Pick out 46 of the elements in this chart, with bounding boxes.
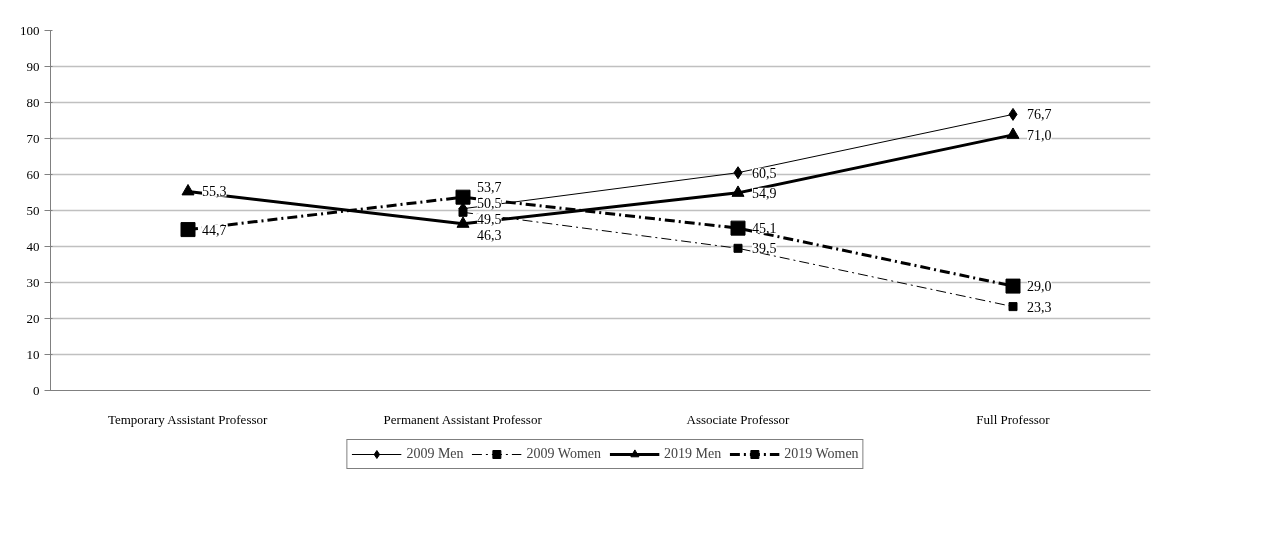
point — [456, 216, 470, 228]
x-tick-label: Permanent Assistant Professor — [383, 411, 543, 427]
data-label: 46,3 — [477, 227, 502, 243]
data-label: 45,1 — [752, 221, 777, 237]
point — [733, 166, 743, 180]
data-label: 44,7 — [202, 222, 227, 238]
y-tick-label: 60 — [26, 166, 40, 182]
data-label: 39,5 — [752, 241, 777, 257]
data-label: 71,0 — [1027, 127, 1052, 143]
point — [1008, 302, 1018, 312]
point — [458, 207, 468, 217]
y-tick-label: 30 — [26, 274, 40, 290]
data-label: 54,9 — [752, 185, 777, 201]
point — [733, 243, 743, 253]
point — [1005, 278, 1021, 294]
y-tick-label: 0 — [33, 382, 40, 398]
data-label: 49,5 — [477, 211, 502, 227]
y-tick-label: 80 — [26, 94, 40, 110]
x-tick-label: Temporary Assistant Professor — [107, 411, 269, 427]
data-label: 60,5 — [752, 165, 777, 181]
legend-label: 2019 Men — [664, 446, 722, 462]
x-tick-label: Full Professor — [976, 411, 1051, 427]
legend-label: 2009 Women — [526, 446, 601, 462]
legend-label: 2009 Men — [406, 446, 464, 462]
y-tick-label: 100 — [20, 22, 40, 38]
point — [455, 189, 471, 205]
point — [180, 222, 196, 238]
y-tick-label: 90 — [26, 58, 40, 74]
x-tick-label: Associate Professor — [686, 411, 791, 427]
y-tick-label: 40 — [26, 238, 40, 254]
point — [181, 183, 195, 196]
data-label: 55,3 — [202, 184, 227, 200]
point — [731, 185, 745, 197]
point — [1008, 107, 1018, 121]
data-label: 23,3 — [1027, 299, 1052, 315]
data-label: 53,7 — [477, 179, 502, 195]
y-tick-label: 50 — [26, 202, 40, 218]
y-tick-label: 10 — [26, 346, 40, 362]
point — [1006, 127, 1020, 139]
y-tick-label: 20 — [26, 310, 40, 326]
data-label: 29,0 — [1027, 279, 1052, 295]
legend-label: 2019 Women — [784, 446, 859, 462]
data-label: 50,5 — [477, 195, 502, 211]
data-label: 76,7 — [1027, 107, 1052, 123]
y-tick-label: 70 — [26, 130, 40, 146]
point — [730, 220, 746, 236]
